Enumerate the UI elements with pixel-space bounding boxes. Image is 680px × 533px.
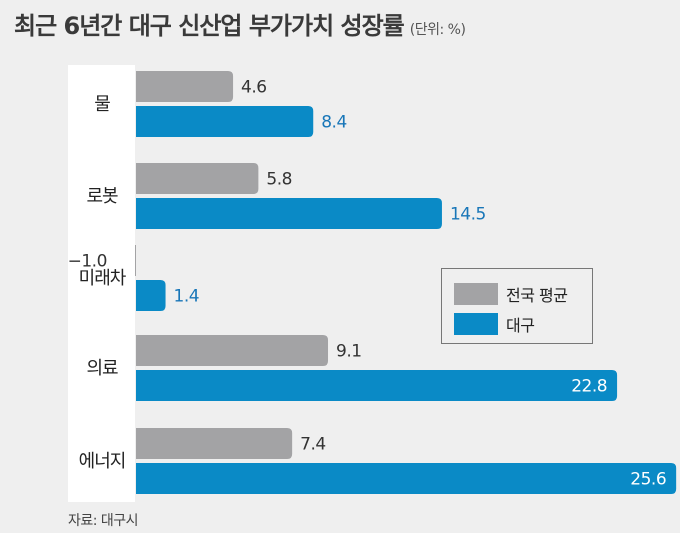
legend-label-daegu: 대구 (506, 316, 535, 335)
bar-daegu (136, 370, 618, 401)
bar-national (136, 71, 234, 102)
data-label: 8.4 (321, 113, 347, 133)
bar-daegu (136, 198, 442, 229)
title-row: 최근 6년간 대구 신산업 부가가치 성장률 (단위: %) (14, 6, 466, 46)
unit-label: (단위: %) (409, 22, 466, 38)
bar-national (136, 428, 293, 459)
data-label: 25.6 (630, 470, 666, 490)
category-label: 미래차 (79, 268, 127, 289)
data-label: 1.4 (174, 287, 200, 307)
source-note: 자료: 대구시 (68, 513, 139, 529)
category-label: 로봇 (86, 186, 118, 207)
category-panel (68, 65, 135, 502)
bar-daegu (136, 106, 314, 137)
data-label: 9.1 (336, 342, 362, 362)
category-label: 물 (94, 94, 110, 115)
data-label: 22.8 (571, 377, 607, 397)
data-label: 7.4 (300, 435, 326, 455)
data-label: 4.6 (241, 78, 267, 98)
data-label: 5.8 (266, 170, 292, 190)
bar-daegu (136, 463, 677, 494)
legend-item-daegu: 대구 (454, 312, 535, 336)
data-label: −1.0 (68, 252, 107, 272)
bar-national (136, 335, 329, 366)
category-label: 에너지 (79, 451, 126, 472)
legend-swatch-national (454, 283, 498, 305)
legend-swatch-daegu (454, 313, 498, 335)
legend: 전국 평균 대구 (441, 268, 593, 344)
bar-national (136, 163, 259, 194)
legend-item-national: 전국 평균 (454, 282, 568, 306)
bar-daegu (136, 280, 166, 311)
legend-label-national: 전국 평균 (506, 286, 568, 305)
data-label: 14.5 (450, 205, 486, 225)
chart-title: 최근 6년간 대구 신산업 부가가치 성장률 (14, 12, 405, 40)
category-label: 의료 (86, 358, 118, 379)
